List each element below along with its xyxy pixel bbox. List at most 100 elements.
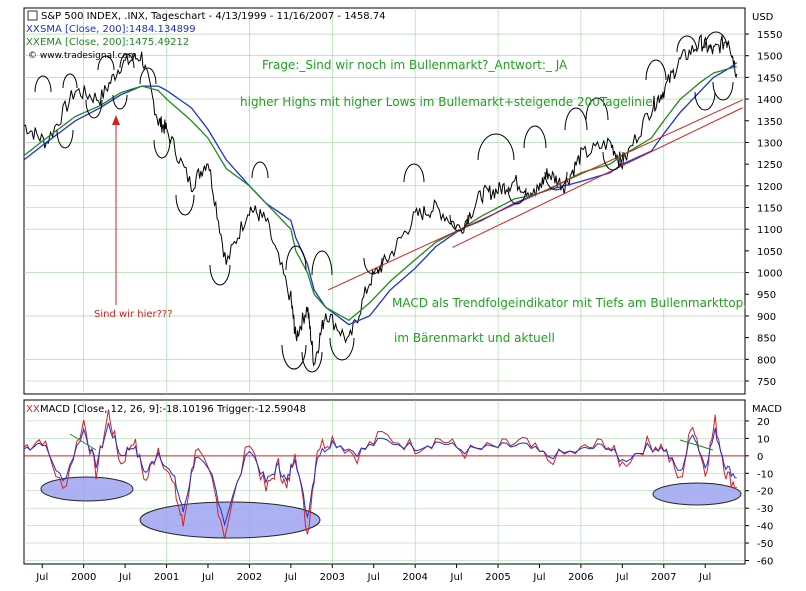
x-tick-label: 2006	[568, 572, 593, 583]
macd-y-axis-label: MACD	[752, 404, 782, 415]
macd-title: MACD [Close, 12, 26, 9]:-18.10196 Trigge…	[40, 404, 306, 415]
pivot-arc	[676, 35, 698, 53]
price-y-tick-label: 1100	[757, 225, 782, 236]
pivot-arc	[281, 344, 307, 370]
annotation-question: Frage:_Sind wir noch im Bullenmarkt?_Ant…	[262, 58, 568, 72]
macd-y-tick-label: -40	[757, 522, 773, 533]
arrow-head	[112, 115, 120, 125]
price-grid	[24, 8, 745, 394]
pivot-arc	[523, 125, 547, 149]
price-y-tick-label: 1200	[757, 182, 782, 193]
question-arrow	[112, 115, 120, 305]
x-tick-label: Jul	[532, 572, 545, 583]
price-y-tick-label: 1250	[757, 160, 782, 171]
pivot-arc	[119, 53, 135, 69]
price-header: S&P 500 INDEX, .INX, Tageschart - 4/13/1…	[26, 10, 386, 61]
x-tick-label: Jul	[367, 572, 380, 583]
price-panel	[23, 7, 746, 395]
x-tick-label: Jul	[698, 572, 711, 583]
price-y-tick-label: 900	[757, 312, 776, 323]
macd-y-tick-label: -20	[757, 487, 773, 498]
macd-panel	[23, 399, 746, 565]
price-y-ticks: 750 800 850 900 950 1000 1050 1100 1150 1200 1250 1…	[745, 30, 782, 388]
pivot-arc	[62, 73, 78, 89]
macd-header: XX MACD [Close, 12, 26, 9]:-18.10196 Tri…	[26, 404, 306, 415]
x-tick-label: 2007	[651, 572, 676, 583]
x-tick-label: Jul	[118, 572, 131, 583]
price-y-tick-label: 1350	[757, 117, 782, 128]
macd-y-ticks: 20 10 0 -10 -20 -30 -40 -50 -60	[745, 417, 773, 568]
trendline-1	[327, 99, 743, 291]
pivot-arc	[175, 194, 195, 216]
pivot-arc	[311, 250, 333, 276]
divergence-line	[679, 439, 714, 451]
price-y-tick-label: 1550	[757, 30, 782, 41]
pivot-arc	[97, 55, 115, 71]
x-tick-label: 2002	[237, 572, 262, 583]
x-tick-label: Jul	[201, 572, 214, 583]
pivot-arc	[112, 94, 128, 110]
series-macd-trigger	[23, 422, 737, 527]
chart-title: S&P 500 INDEX, .INX, Tageschart - 4/13/1…	[41, 11, 386, 22]
macd-series-group	[23, 409, 737, 539]
ema-legend: EMA [Close, 200]:1475.49212	[40, 37, 189, 48]
price-y-tick-label: 1400	[757, 95, 782, 106]
pivot-arc	[403, 163, 425, 183]
pivot-arc	[251, 161, 269, 179]
macd-legend-icon: XX	[26, 404, 40, 415]
panel-menu-icon[interactable]	[27, 10, 38, 21]
x-ticks: Jul 2000 Jul 2001 Jul 2002 Jul 2003 Jul 2004 Jul 20…	[35, 564, 711, 583]
annotation-sind-wir-hier: Sind wir hier???	[94, 309, 173, 320]
series-s-p-500-index	[24, 34, 738, 368]
macd-y-tick-label: -50	[757, 539, 773, 550]
watermark: © www.tradesignal.com	[28, 51, 137, 61]
price-y-tick-label: 1150	[757, 204, 782, 215]
macd-grid	[24, 400, 745, 564]
price-y-axis-label: USD	[752, 12, 774, 23]
x-tick-label: 2001	[154, 572, 179, 583]
pivot-arc	[507, 187, 527, 205]
pivot-arc	[694, 91, 716, 111]
series-macd-macd	[23, 409, 737, 539]
pivot-arc	[449, 214, 469, 232]
pivot-arc	[585, 97, 609, 121]
macd-low-ellipse-1	[40, 476, 134, 502]
sma-legend: SMA [Close, 200]:1484.134899	[40, 24, 196, 35]
price-y-tick-label: 950	[757, 290, 776, 301]
macd-divergence-lines	[69, 433, 714, 451]
macd-y-tick-label: -30	[757, 504, 773, 515]
price-y-tick-label: 1050	[757, 247, 782, 258]
pivot-arc	[645, 59, 667, 81]
trendline-group	[327, 99, 743, 291]
price-y-tick-label: 850	[757, 334, 776, 345]
pivot-arc	[477, 133, 515, 161]
pivot-arc	[704, 31, 728, 49]
macd-y-tick-label: 0	[757, 452, 763, 463]
x-tick-label: Jul	[35, 572, 48, 583]
pivot-arc	[602, 151, 624, 171]
annotation-higher-highs: higher Highs mit higher Lows im Bullemar…	[240, 95, 653, 109]
macd-y-tick-label: -10	[757, 469, 773, 480]
macd-y-tick-label: 10	[757, 434, 770, 445]
pivot-arc	[544, 171, 568, 191]
annotation-macd-bear: im Bärenmarkt und aktuell	[394, 331, 555, 345]
x-tick-label: 2005	[485, 572, 510, 583]
price-y-tick-label: 1500	[757, 52, 782, 63]
pivot-arc	[712, 81, 734, 101]
x-tick-label: Jul	[284, 572, 297, 583]
macd-low-ellipse-2	[139, 501, 321, 539]
pivot-arc	[139, 67, 157, 85]
pivot-arc	[285, 245, 307, 271]
price-y-tick-label: 1300	[757, 138, 782, 149]
macd-y-tick-label: -60	[757, 557, 773, 568]
price-series-group	[23, 34, 738, 368]
x-tick-label: Jul	[615, 572, 628, 583]
price-y-tick-label: 1000	[757, 269, 782, 280]
pivot-arc	[209, 264, 231, 286]
annotation-macd-trend: MACD als Trendfolgeindikator mit Tiefs a…	[392, 296, 747, 310]
x-tick-label: Jul	[450, 572, 463, 583]
trendline-2	[452, 107, 743, 248]
series-sma-close-200-	[23, 62, 738, 326]
ema-legend-icon: XX	[26, 37, 40, 48]
series-ema-close-200-	[23, 65, 737, 322]
